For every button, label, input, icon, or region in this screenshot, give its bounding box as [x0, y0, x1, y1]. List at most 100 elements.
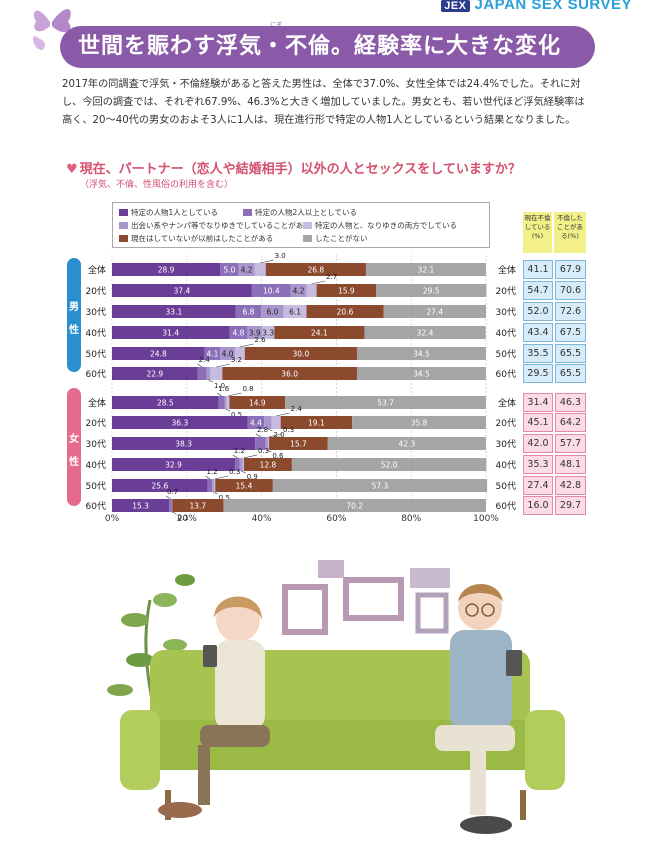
- row-label: 60代: [86, 501, 106, 512]
- bar-segment: [327, 437, 486, 450]
- man-hair: [458, 584, 503, 602]
- bar-value-label: 13.7: [189, 502, 206, 511]
- table-cell-ever: 70.6: [555, 281, 586, 300]
- table-cell-ever: 67.9: [555, 260, 586, 279]
- frame-decoration: [410, 568, 450, 588]
- row-label-right: 40代: [496, 328, 516, 339]
- bar-value-label: 0.9: [247, 473, 258, 481]
- table-cell-current: 27.4: [523, 476, 553, 495]
- brand-logo: JEX: [441, 0, 470, 12]
- bar-value-label: 34.5: [413, 370, 430, 379]
- bar-value-label: 28.5: [157, 399, 174, 408]
- bar-value-label: 2.0: [273, 431, 284, 439]
- bar-value-label: 4.4: [250, 419, 262, 428]
- man-leg: [470, 745, 486, 815]
- bar-segment: [251, 284, 291, 297]
- title-ruby: にぎ: [270, 22, 283, 29]
- frame-decoration: [343, 577, 404, 621]
- bar-value-label: 3.9: [249, 329, 261, 338]
- callout-line: [255, 433, 261, 438]
- legend-swatch: [119, 209, 128, 216]
- callout-line: [165, 495, 171, 500]
- bar-value-label: 26.8: [307, 266, 324, 275]
- bar-value-label: 10.4: [263, 287, 280, 296]
- bar-segment: [235, 305, 262, 318]
- x-tick-label: 20%: [177, 514, 197, 524]
- bar-segment: [244, 347, 357, 360]
- bar-value-label: 32.1: [418, 266, 435, 275]
- legend-swatch: [243, 209, 252, 216]
- bar-value-label: 6.8: [243, 308, 255, 317]
- bar-segment: [316, 284, 377, 297]
- callout-line: [260, 259, 274, 264]
- legend-swatch: [303, 222, 312, 229]
- bar-segment: [261, 326, 275, 339]
- callout-line: [266, 449, 272, 453]
- bar-segment: [255, 437, 266, 450]
- legend-item: 特定の人物と、なりゆきの両方でしている: [303, 220, 457, 231]
- row-label: 30代: [86, 307, 106, 318]
- bar-value-label: 1.6: [218, 385, 230, 393]
- bar-segment: [172, 499, 224, 512]
- callout-line: [268, 433, 283, 438]
- legend-item: 現在はしていないが以前はしたことがある: [119, 233, 273, 244]
- callout-line: [208, 379, 214, 383]
- bar-segment: [274, 326, 365, 339]
- legend-item: したことがない: [303, 233, 368, 244]
- bar-value-label: 2.6: [254, 336, 266, 344]
- bar-value-label: 4.0: [222, 350, 234, 359]
- bar-segment: [212, 479, 215, 492]
- bar-value-label: 42.3: [399, 440, 416, 449]
- bar-segment: [247, 416, 265, 429]
- bar-value-label: 0.1: [178, 514, 189, 522]
- bar-value-label: 33.1: [166, 308, 183, 317]
- bar-segment: [223, 499, 486, 512]
- bar-segment: [352, 416, 486, 429]
- bar-value-label: 0.3: [229, 468, 240, 476]
- bar-value-label: 52.0: [381, 461, 398, 470]
- bar-value-label: 29.5: [423, 287, 440, 296]
- callout-line: [241, 470, 246, 474]
- man-legs: [435, 725, 515, 751]
- table-cell-current: 16.0: [523, 496, 553, 515]
- plant-leaf: [126, 653, 154, 667]
- bar-segment: [112, 437, 256, 450]
- table-cell-current: 43.4: [523, 323, 553, 342]
- row-label: 全体: [88, 264, 106, 276]
- bar-value-label: 0.6: [272, 452, 284, 460]
- phone-icon: [506, 650, 522, 676]
- callout-line: [311, 280, 326, 285]
- row-label-right: 50代: [496, 349, 516, 360]
- bar-value-label: 27.4: [426, 308, 443, 317]
- bar-value-label: 38.3: [175, 440, 192, 449]
- question-text: 現在、パートナー（恋人や結婚相手）以外の人とセックスをしていますか？: [79, 162, 521, 177]
- row-label-right: 30代: [496, 307, 516, 318]
- bar-segment: [229, 396, 286, 409]
- bar-value-label: 25.6: [152, 482, 169, 491]
- butterfly-icon: [33, 9, 71, 50]
- bar-value-label: 34.5: [413, 350, 430, 359]
- bar-segment: [169, 499, 172, 512]
- bar-value-label: 6.0: [266, 308, 278, 317]
- bar-value-label: 3.3: [262, 329, 274, 338]
- bar-segment: [238, 263, 255, 276]
- bar-value-label: 36.3: [172, 419, 189, 428]
- table-cell-current: 35.5: [523, 344, 553, 363]
- frame-decoration: [282, 584, 328, 635]
- bar-value-label: 20.6: [337, 308, 354, 317]
- bar-segment: [112, 479, 208, 492]
- callout-line: [227, 392, 242, 397]
- x-tick-label: 80%: [401, 514, 421, 524]
- bar-value-label: 28.9: [158, 266, 175, 275]
- row-label: 40代: [86, 460, 106, 471]
- row-label: 20代: [86, 418, 106, 429]
- table-header-ever: 不倫したことがある(%): [554, 212, 586, 253]
- frame-decoration: [318, 560, 344, 578]
- bar-value-label: 14.9: [249, 399, 266, 408]
- bar-value-label: 70.2: [346, 502, 363, 511]
- woman-hair: [214, 596, 262, 620]
- table-cell-current: 54.7: [523, 281, 553, 300]
- bar-segment: [244, 458, 292, 471]
- bar-value-label: 4.1: [206, 350, 218, 359]
- bar-value-label: 4.8: [232, 329, 244, 338]
